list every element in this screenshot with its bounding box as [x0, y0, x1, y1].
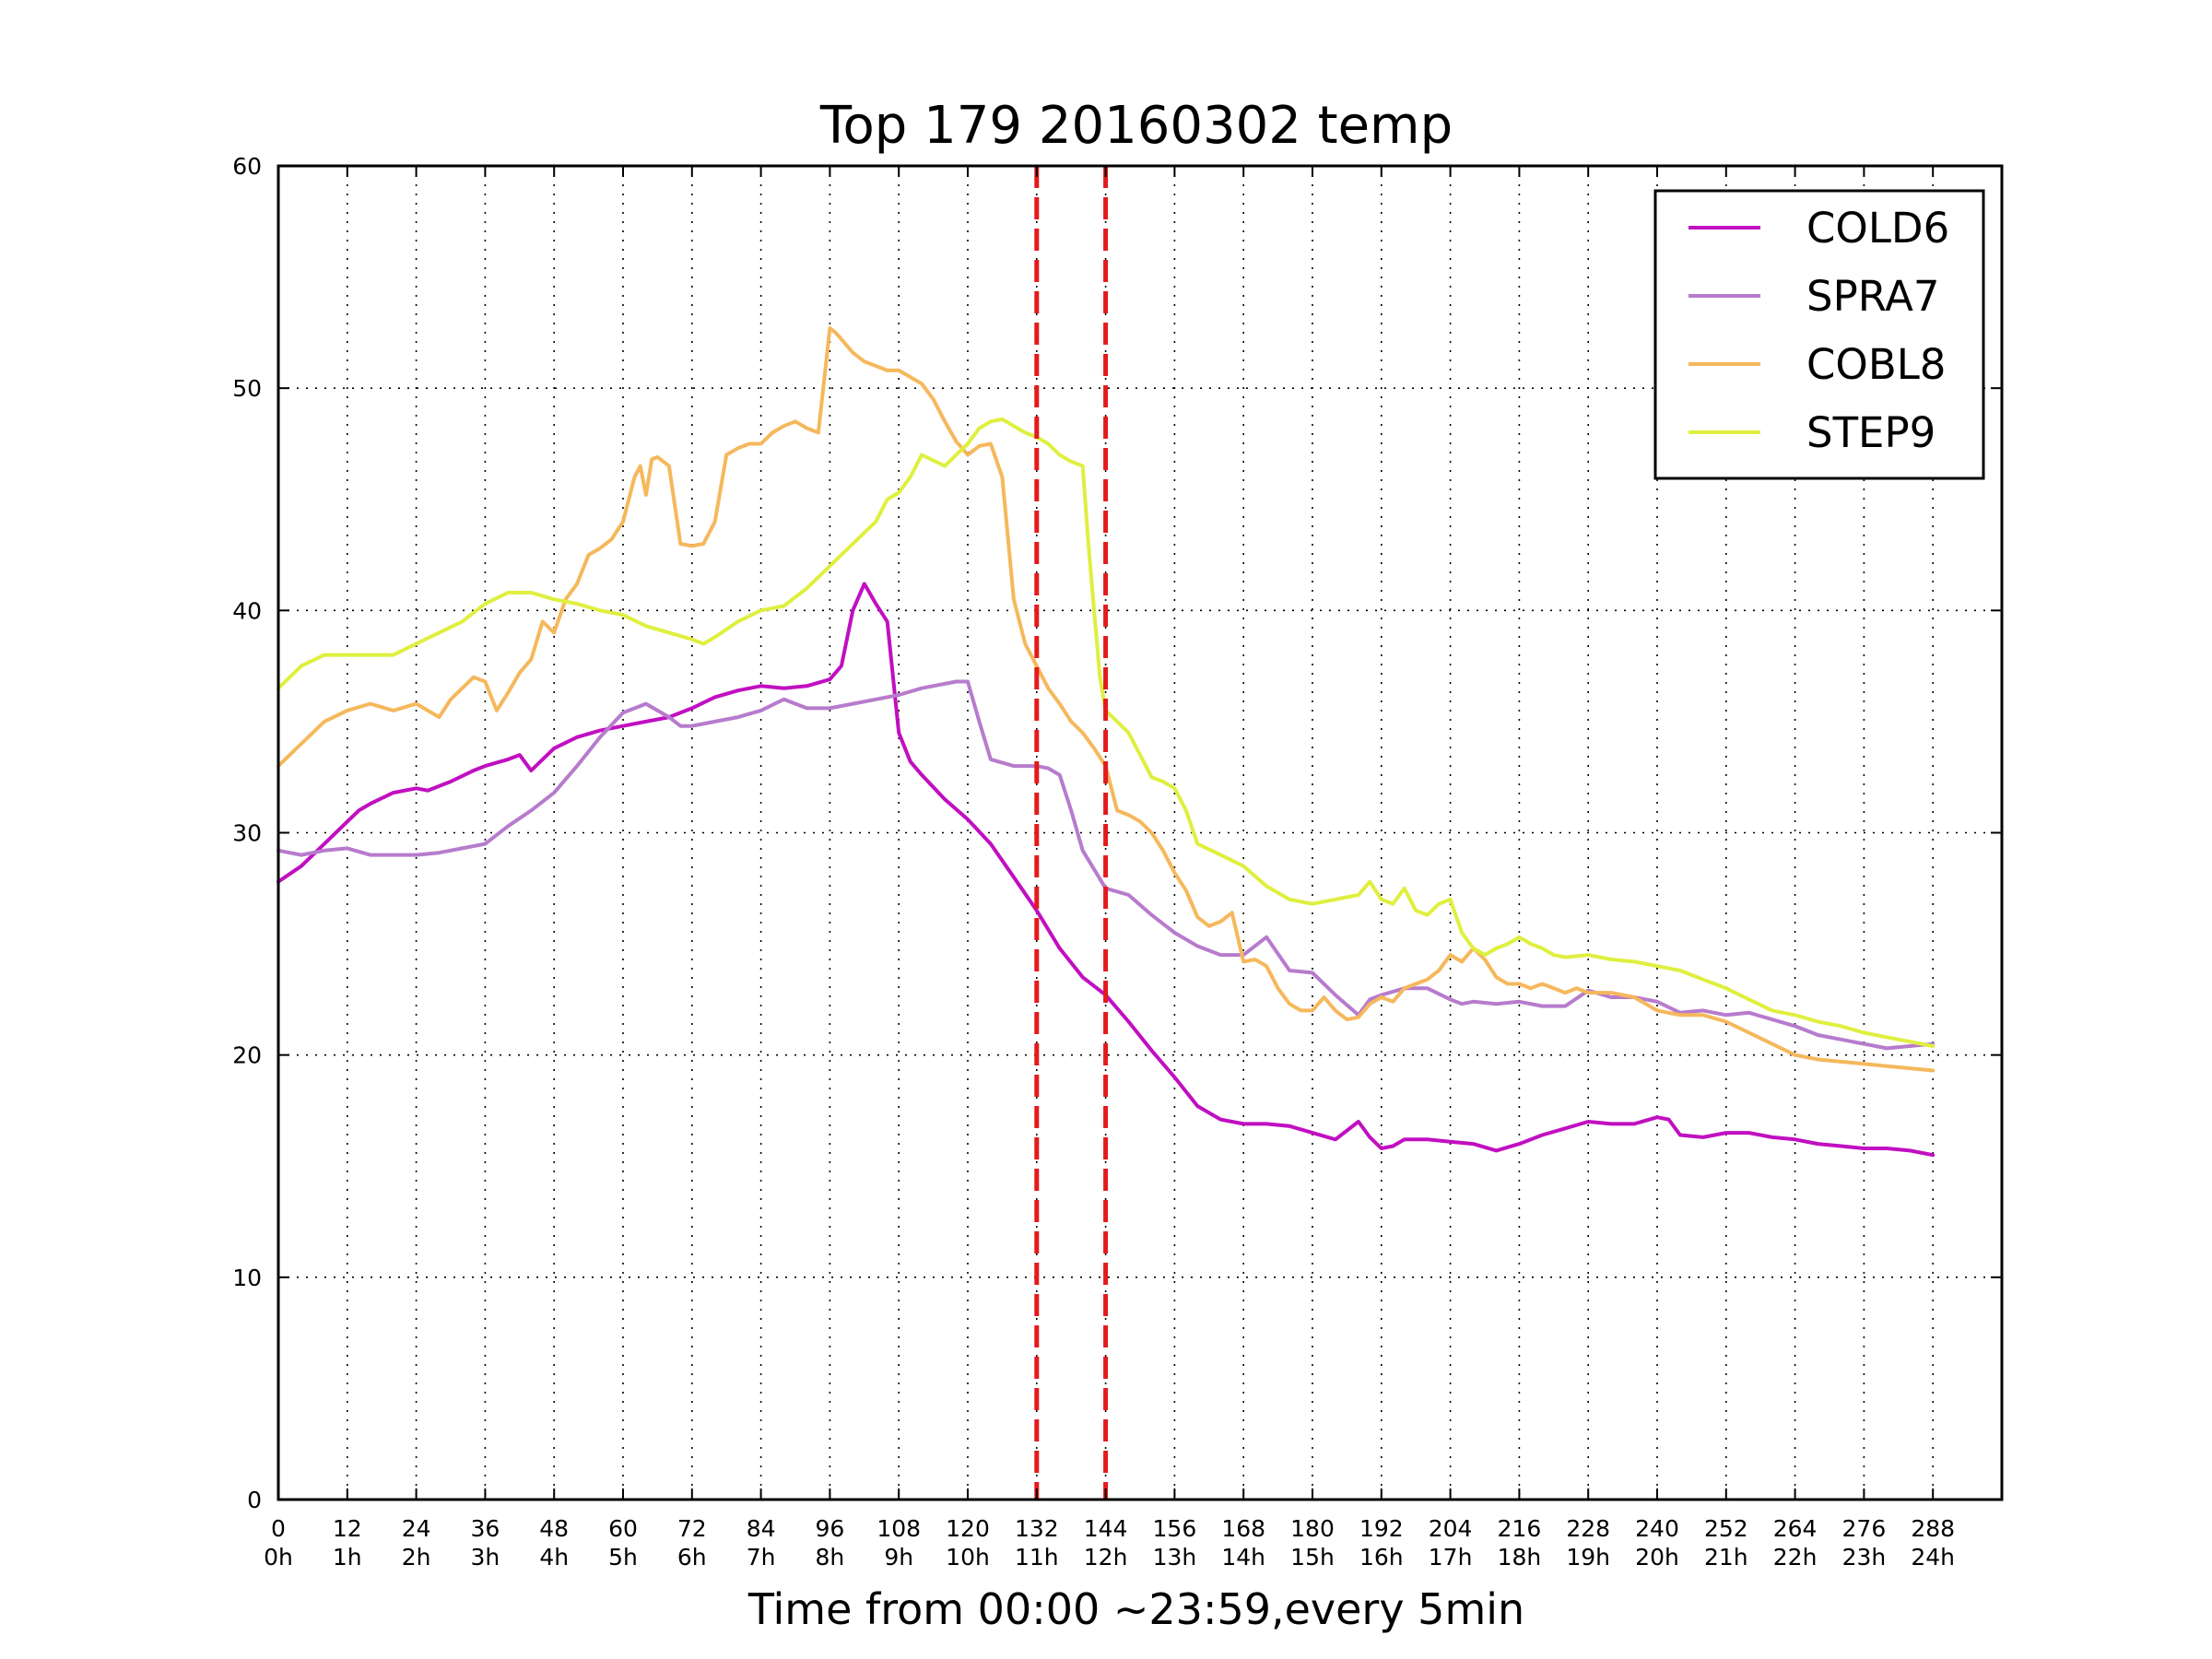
- x-tick-label: 60: [608, 1515, 638, 1542]
- y-tick-label: 60: [232, 153, 262, 180]
- x-tick-label: 132: [1015, 1515, 1059, 1542]
- y-tick-labels: 0 10 20 30 40 50 60: [232, 153, 262, 1513]
- x-tick-label-hour: 11h: [1015, 1544, 1059, 1571]
- chart-title: Top 179 20160302 temp: [819, 96, 1453, 156]
- x-tick-label-hour: 12h: [1084, 1544, 1128, 1571]
- x-tick-label-hour: 14h: [1221, 1544, 1265, 1571]
- series-line-cold6: [276, 582, 1936, 1158]
- x-tick-label-hour: 23h: [1842, 1544, 1887, 1571]
- x-tick-label-hour: 20h: [1635, 1544, 1679, 1571]
- y-tick-label: 40: [232, 597, 262, 624]
- x-tick-label-hour: 22h: [1773, 1544, 1818, 1571]
- x-tick-label-hour: 17h: [1429, 1544, 1473, 1571]
- x-tick-label: 192: [1359, 1515, 1404, 1542]
- x-tick-label-hour: 6h: [677, 1544, 707, 1571]
- x-tick-label: 204: [1429, 1515, 1473, 1542]
- x-tick-label: 48: [539, 1515, 569, 1542]
- x-tick-label-hour: 24h: [1911, 1544, 1955, 1571]
- legend-label: COLD6: [1806, 204, 1949, 253]
- x-tick-label: 252: [1704, 1515, 1748, 1542]
- x-tick-label-hour: 21h: [1704, 1544, 1748, 1571]
- x-tick-label: 240: [1635, 1515, 1679, 1542]
- y-tick-label: 20: [232, 1042, 262, 1069]
- x-tick-label: 180: [1290, 1515, 1335, 1542]
- x-tick-label-hour: 19h: [1566, 1544, 1610, 1571]
- legend-label: SPRA7: [1806, 272, 1940, 321]
- x-tick-label: 96: [815, 1515, 844, 1542]
- series-line-step9: [276, 417, 1936, 1048]
- x-tick-label: 12: [333, 1515, 362, 1542]
- legend-label: COBL8: [1806, 340, 1946, 389]
- x-tick-label-hour: 4h: [539, 1544, 569, 1571]
- x-tick-label: 36: [470, 1515, 500, 1542]
- x-tick-label-hour: 18h: [1498, 1544, 1542, 1571]
- x-tick-label: 288: [1911, 1515, 1955, 1542]
- x-tick-label: 120: [946, 1515, 990, 1542]
- x-tick-label-hour: 1h: [333, 1544, 362, 1571]
- x-tick-label-hour: 5h: [608, 1544, 638, 1571]
- x-tick-label: 108: [877, 1515, 921, 1542]
- x-tick-label: 84: [747, 1515, 776, 1542]
- series-line-cobl8: [276, 326, 1936, 1073]
- x-tick-label-hour: 2h: [402, 1544, 431, 1571]
- y-tick-label: 50: [232, 375, 262, 402]
- x-tick-label: 72: [677, 1515, 707, 1542]
- x-tick-label: 156: [1153, 1515, 1197, 1542]
- x-tick-label: 276: [1842, 1515, 1887, 1542]
- x-tick-label-hour: 0h: [264, 1544, 293, 1571]
- x-tick-label: 144: [1084, 1515, 1128, 1542]
- x-tick-label: 264: [1773, 1515, 1818, 1542]
- x-tick-label-hour: 8h: [816, 1544, 845, 1571]
- x-tick-label-hour: 15h: [1290, 1544, 1335, 1571]
- x-tick-label: 0: [271, 1515, 286, 1542]
- x-tick-label-hour: 10h: [946, 1544, 990, 1571]
- x-tick-label: 228: [1566, 1515, 1610, 1542]
- x-tick-label-hour: 16h: [1359, 1544, 1404, 1571]
- axis-ticks: [277, 165, 2002, 1500]
- y-tick-label: 0: [247, 1487, 262, 1513]
- x-axis-label: Time from 00:00 ~23:59,every 5min: [747, 1584, 1524, 1634]
- x-tick-label-hour: 9h: [884, 1544, 913, 1571]
- x-tick-label-hour: 7h: [747, 1544, 776, 1571]
- x-tick-label-hour: 3h: [471, 1544, 500, 1571]
- x-tick-label: 168: [1221, 1515, 1265, 1542]
- x-tick-label: 24: [402, 1515, 431, 1542]
- vertical-markers: [1034, 166, 1109, 1500]
- x-tick-label-hour: 13h: [1153, 1544, 1197, 1571]
- y-tick-label: 30: [232, 820, 262, 847]
- x-tick-label: 216: [1498, 1515, 1542, 1542]
- legend: COLD6 SPRA7 COBL8 STEP9: [1653, 189, 1985, 480]
- y-tick-label: 10: [232, 1265, 262, 1291]
- legend-label: STEP9: [1806, 408, 1936, 457]
- series-layer: [276, 326, 1936, 1158]
